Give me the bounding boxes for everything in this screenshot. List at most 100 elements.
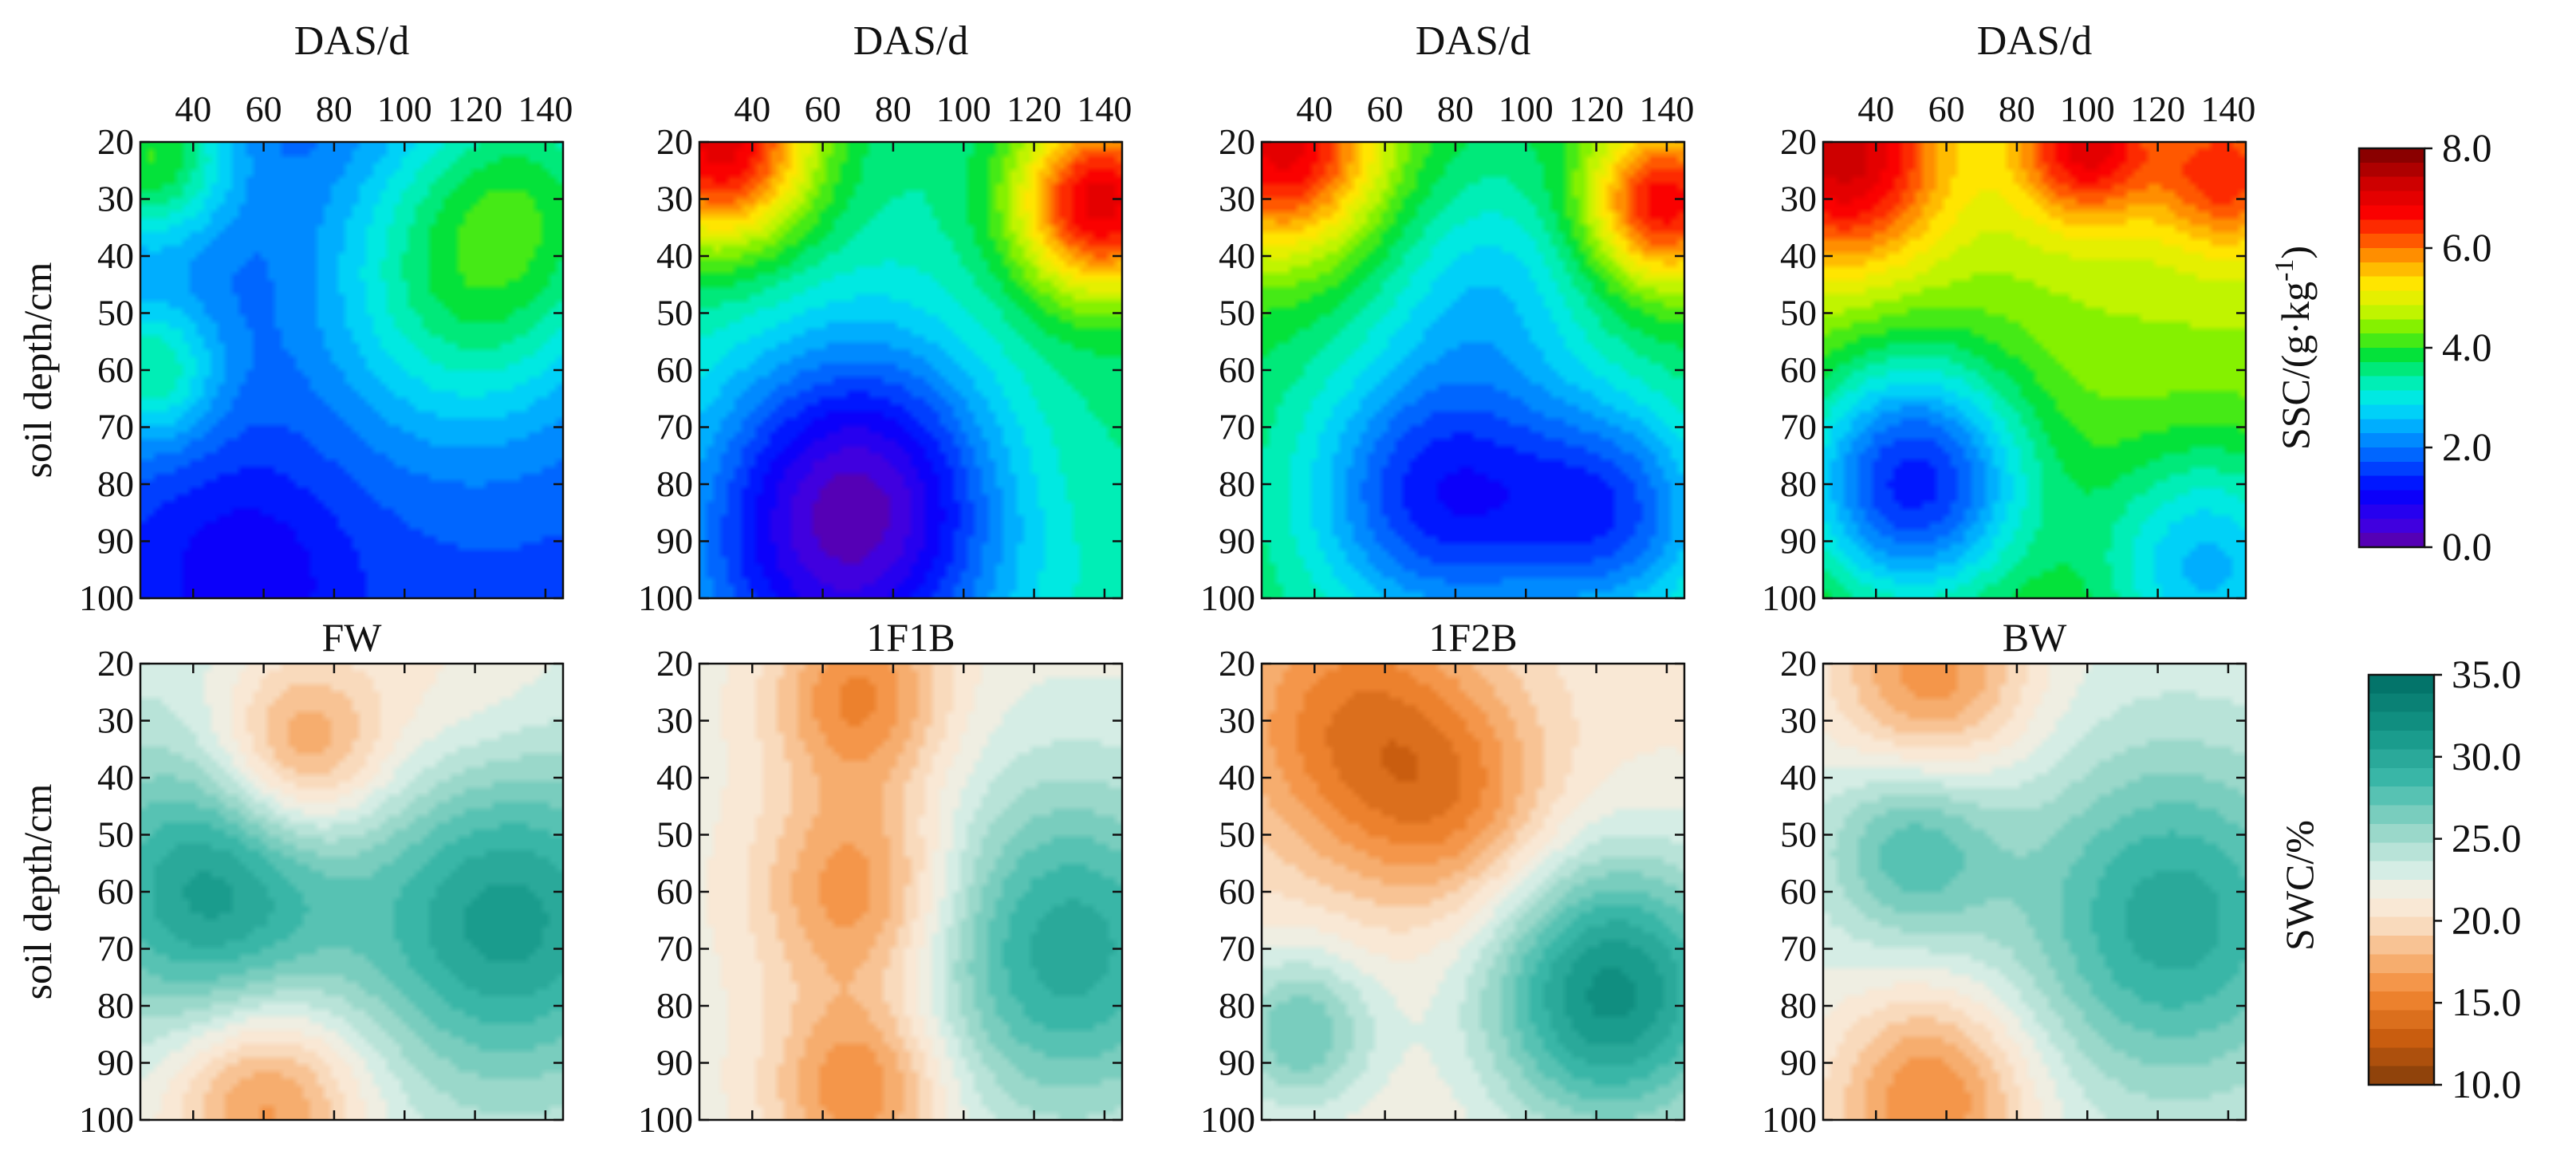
y-tick-label: 80	[97, 463, 134, 504]
x-tick-label: 120	[447, 89, 502, 129]
swc-panel-1f2b: 20 30 40 50 60 70 80 90 100 1F2B	[1200, 615, 1686, 1140]
x-tick-label: 100	[936, 89, 991, 129]
y-tick-label: 70	[1219, 407, 1255, 447]
colorbar-tick-label: 8.0	[2442, 125, 2492, 170]
y-tick-label: 90	[1780, 521, 1817, 562]
ssc-colorbar-label: SSC/(g·kg-1)	[2270, 246, 2318, 450]
y-tick-label: 60	[1219, 871, 1255, 912]
x-tick-label: 40	[734, 89, 770, 129]
colorbar-tick-label: 10.0	[2452, 1062, 2522, 1106]
y-tick-label: 90	[656, 1043, 693, 1083]
y-tick-label: 60	[97, 871, 134, 912]
y-axis-label: soil depth/cm	[15, 262, 60, 478]
x-tick-label: 40	[175, 89, 211, 129]
y-tick-label: 90	[1219, 1043, 1255, 1083]
y-tick-label: 20	[1780, 643, 1817, 684]
treatment-title: BW	[2003, 615, 2067, 660]
y-tick-label: 100	[79, 577, 134, 618]
y-tick-label: 80	[656, 985, 693, 1026]
y-tick-label: 70	[656, 928, 693, 969]
y-tick-label: 20	[97, 643, 134, 684]
colorbar-tick-label: 25.0	[2452, 816, 2522, 861]
ssc-contour-fill	[699, 142, 1122, 598]
y-tick-label: 50	[1780, 814, 1817, 855]
x-tick-label: 40	[1296, 89, 1333, 129]
swc-panel-fw: 20 30 40 50 60 70 80 90 100 FW	[79, 615, 565, 1140]
y-tick-label: 70	[97, 928, 134, 969]
y-tick-label: 100	[1200, 577, 1255, 618]
y-tick-label: 20	[1219, 121, 1255, 162]
swc-colorbar-label: SWC/%	[2277, 820, 2322, 951]
y-tick-label: 60	[656, 871, 693, 912]
y-tick-label: 50	[97, 814, 134, 855]
x-axis-label: DAS/d	[1977, 18, 2092, 64]
y-tick-label: 100	[1200, 1099, 1255, 1140]
swc-panel-bw: 20 30 40 50 60 70 80 90 100 BW	[1762, 615, 2247, 1140]
colorbar-tick-label: 2.0	[2442, 424, 2492, 469]
y-tick-label: 50	[1219, 814, 1255, 855]
y-tick-label: 100	[79, 1099, 134, 1140]
y-tick-label: 20	[1219, 643, 1255, 684]
y-tick-label: 40	[97, 235, 134, 276]
x-tick-label: 60	[805, 89, 841, 129]
y-tick-label: 100	[1762, 1099, 1817, 1140]
x-tick-label: 60	[246, 89, 282, 129]
x-tick-label: 140	[1077, 89, 1132, 129]
ssc-panel-fw: 20 30 40 50 60 70 80 90 100 40 60 80 100 120 140 DAS/d	[79, 18, 573, 618]
x-tick-label: 100	[377, 89, 432, 129]
y-tick-label: 40	[656, 757, 693, 798]
x-tick-label: 80	[875, 89, 912, 129]
swc-contour-fill	[140, 664, 563, 1120]
y-tick-label: 80	[1219, 985, 1255, 1026]
ssc-colorbar-scale	[2357, 147, 2426, 549]
x-tick-label: 120	[1569, 89, 1624, 129]
ssc-contour-fill	[1262, 142, 1684, 598]
y-tick-label: 30	[656, 179, 693, 219]
y-tick-label: 50	[1780, 293, 1817, 333]
y-tick-label: 90	[1219, 521, 1255, 562]
y-tick-label: 70	[656, 407, 693, 447]
swc-panel-1f1b: 20 30 40 50 60 70 80 90 100 1F1B	[638, 615, 1124, 1140]
y-tick-label: 50	[656, 814, 693, 855]
swc-contour-fill	[1262, 664, 1684, 1120]
ssc-panel-bw: 20 30 40 50 60 70 80 90 100 40 60 80 100 120 140 DAS/d	[1762, 18, 2255, 618]
y-tick-label: 70	[1780, 928, 1817, 969]
y-tick-label: 50	[656, 293, 693, 333]
swc-contour-fill	[699, 664, 1122, 1120]
y-tick-label: 30	[1219, 179, 1255, 219]
ssc-colorbar: 8.0 6.0 4.0 2.0 0.0 SSC/(g·kg-1)	[2270, 125, 2492, 569]
y-tick-label: 40	[1780, 757, 1817, 798]
x-tick-label: 80	[1437, 89, 1474, 129]
y-tick-label: 30	[97, 700, 134, 741]
x-tick-label: 120	[2130, 89, 2185, 129]
y-tick-label: 80	[97, 985, 134, 1026]
y-tick-label: 70	[97, 407, 134, 447]
y-tick-label: 20	[1780, 121, 1817, 162]
x-tick-label: 100	[1499, 89, 1554, 129]
y-tick-label: 80	[1780, 463, 1817, 504]
y-tick-label: 30	[97, 179, 134, 219]
y-tick-label: 90	[97, 521, 134, 562]
treatment-title: 1F2B	[1428, 615, 1517, 660]
x-tick-label: 60	[1367, 89, 1404, 129]
ssc-contour-fill	[140, 142, 563, 598]
y-tick-label: 30	[1219, 700, 1255, 741]
x-tick-label: 140	[518, 89, 573, 129]
y-tick-label: 20	[656, 643, 693, 684]
y-tick-label: 90	[97, 1043, 134, 1083]
swc-colorbar: 35.0 30.0 25.0 20.0 15.0 10.0 SWC/%	[2277, 652, 2522, 1106]
x-axis-label: DAS/d	[294, 18, 409, 64]
x-tick-label: 140	[1639, 89, 1694, 129]
y-tick-label: 70	[1780, 407, 1817, 447]
ssc-panel-1f2b: 20 30 40 50 60 70 80 90 100 40 60 80 100 120 140 DAS/d	[1200, 18, 1694, 618]
colorbar-tick-label: 4.0	[2442, 325, 2492, 369]
y-axis-label: soil depth/cm	[15, 783, 60, 999]
x-tick-label: 80	[316, 89, 353, 129]
colorbar-tick-label: 6.0	[2442, 225, 2492, 270]
y-tick-label: 60	[1780, 349, 1817, 390]
y-tick-label: 40	[97, 757, 134, 798]
y-tick-label: 80	[1219, 463, 1255, 504]
colorbar-tick-label: 35.0	[2452, 652, 2522, 696]
y-tick-label: 20	[656, 121, 693, 162]
